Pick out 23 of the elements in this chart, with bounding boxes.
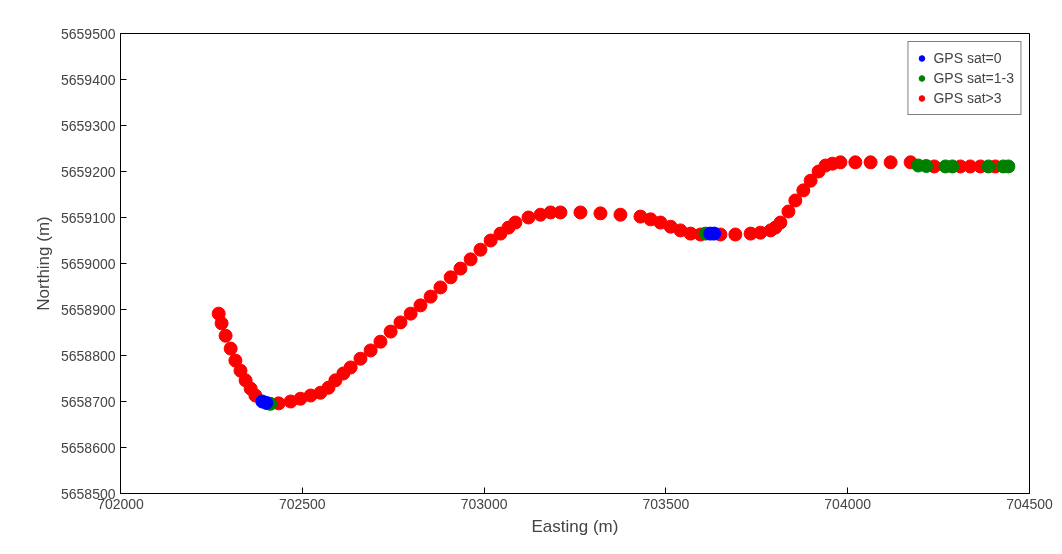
- y-tick-label: 5659500: [61, 25, 116, 42]
- y-axis-title: Northing (m): [34, 216, 53, 311]
- y-tick-label: 5658600: [61, 439, 116, 456]
- x-tick-label: 702500: [278, 495, 326, 512]
- x-tick-label: 703500: [642, 495, 690, 512]
- y-tick-label: 5658900: [61, 301, 116, 318]
- x-axis-title: Easting (m): [531, 516, 619, 536]
- y-tick-label: 5659400: [61, 71, 116, 88]
- y-tick-label: 5659100: [61, 209, 116, 226]
- point: [919, 158, 934, 173]
- y-tick-label: 5658700: [61, 393, 116, 410]
- x-tick-label: 703000: [460, 495, 508, 512]
- legend-label: GPS sat>3: [933, 90, 1002, 106]
- legend-label: GPS sat=1-3: [933, 70, 1014, 86]
- y-tick-label: 5659200: [61, 163, 116, 180]
- point: [259, 395, 274, 410]
- x-tick-label: 704000: [824, 495, 872, 512]
- point: [981, 159, 996, 174]
- y-tick-label: 5659300: [61, 117, 116, 134]
- y-tick-label: 5658800: [61, 347, 116, 364]
- y-tick-label: 5659000: [61, 255, 116, 272]
- legend-label: GPS sat=0: [933, 50, 1002, 66]
- x-tick-label: 704500: [1006, 495, 1054, 512]
